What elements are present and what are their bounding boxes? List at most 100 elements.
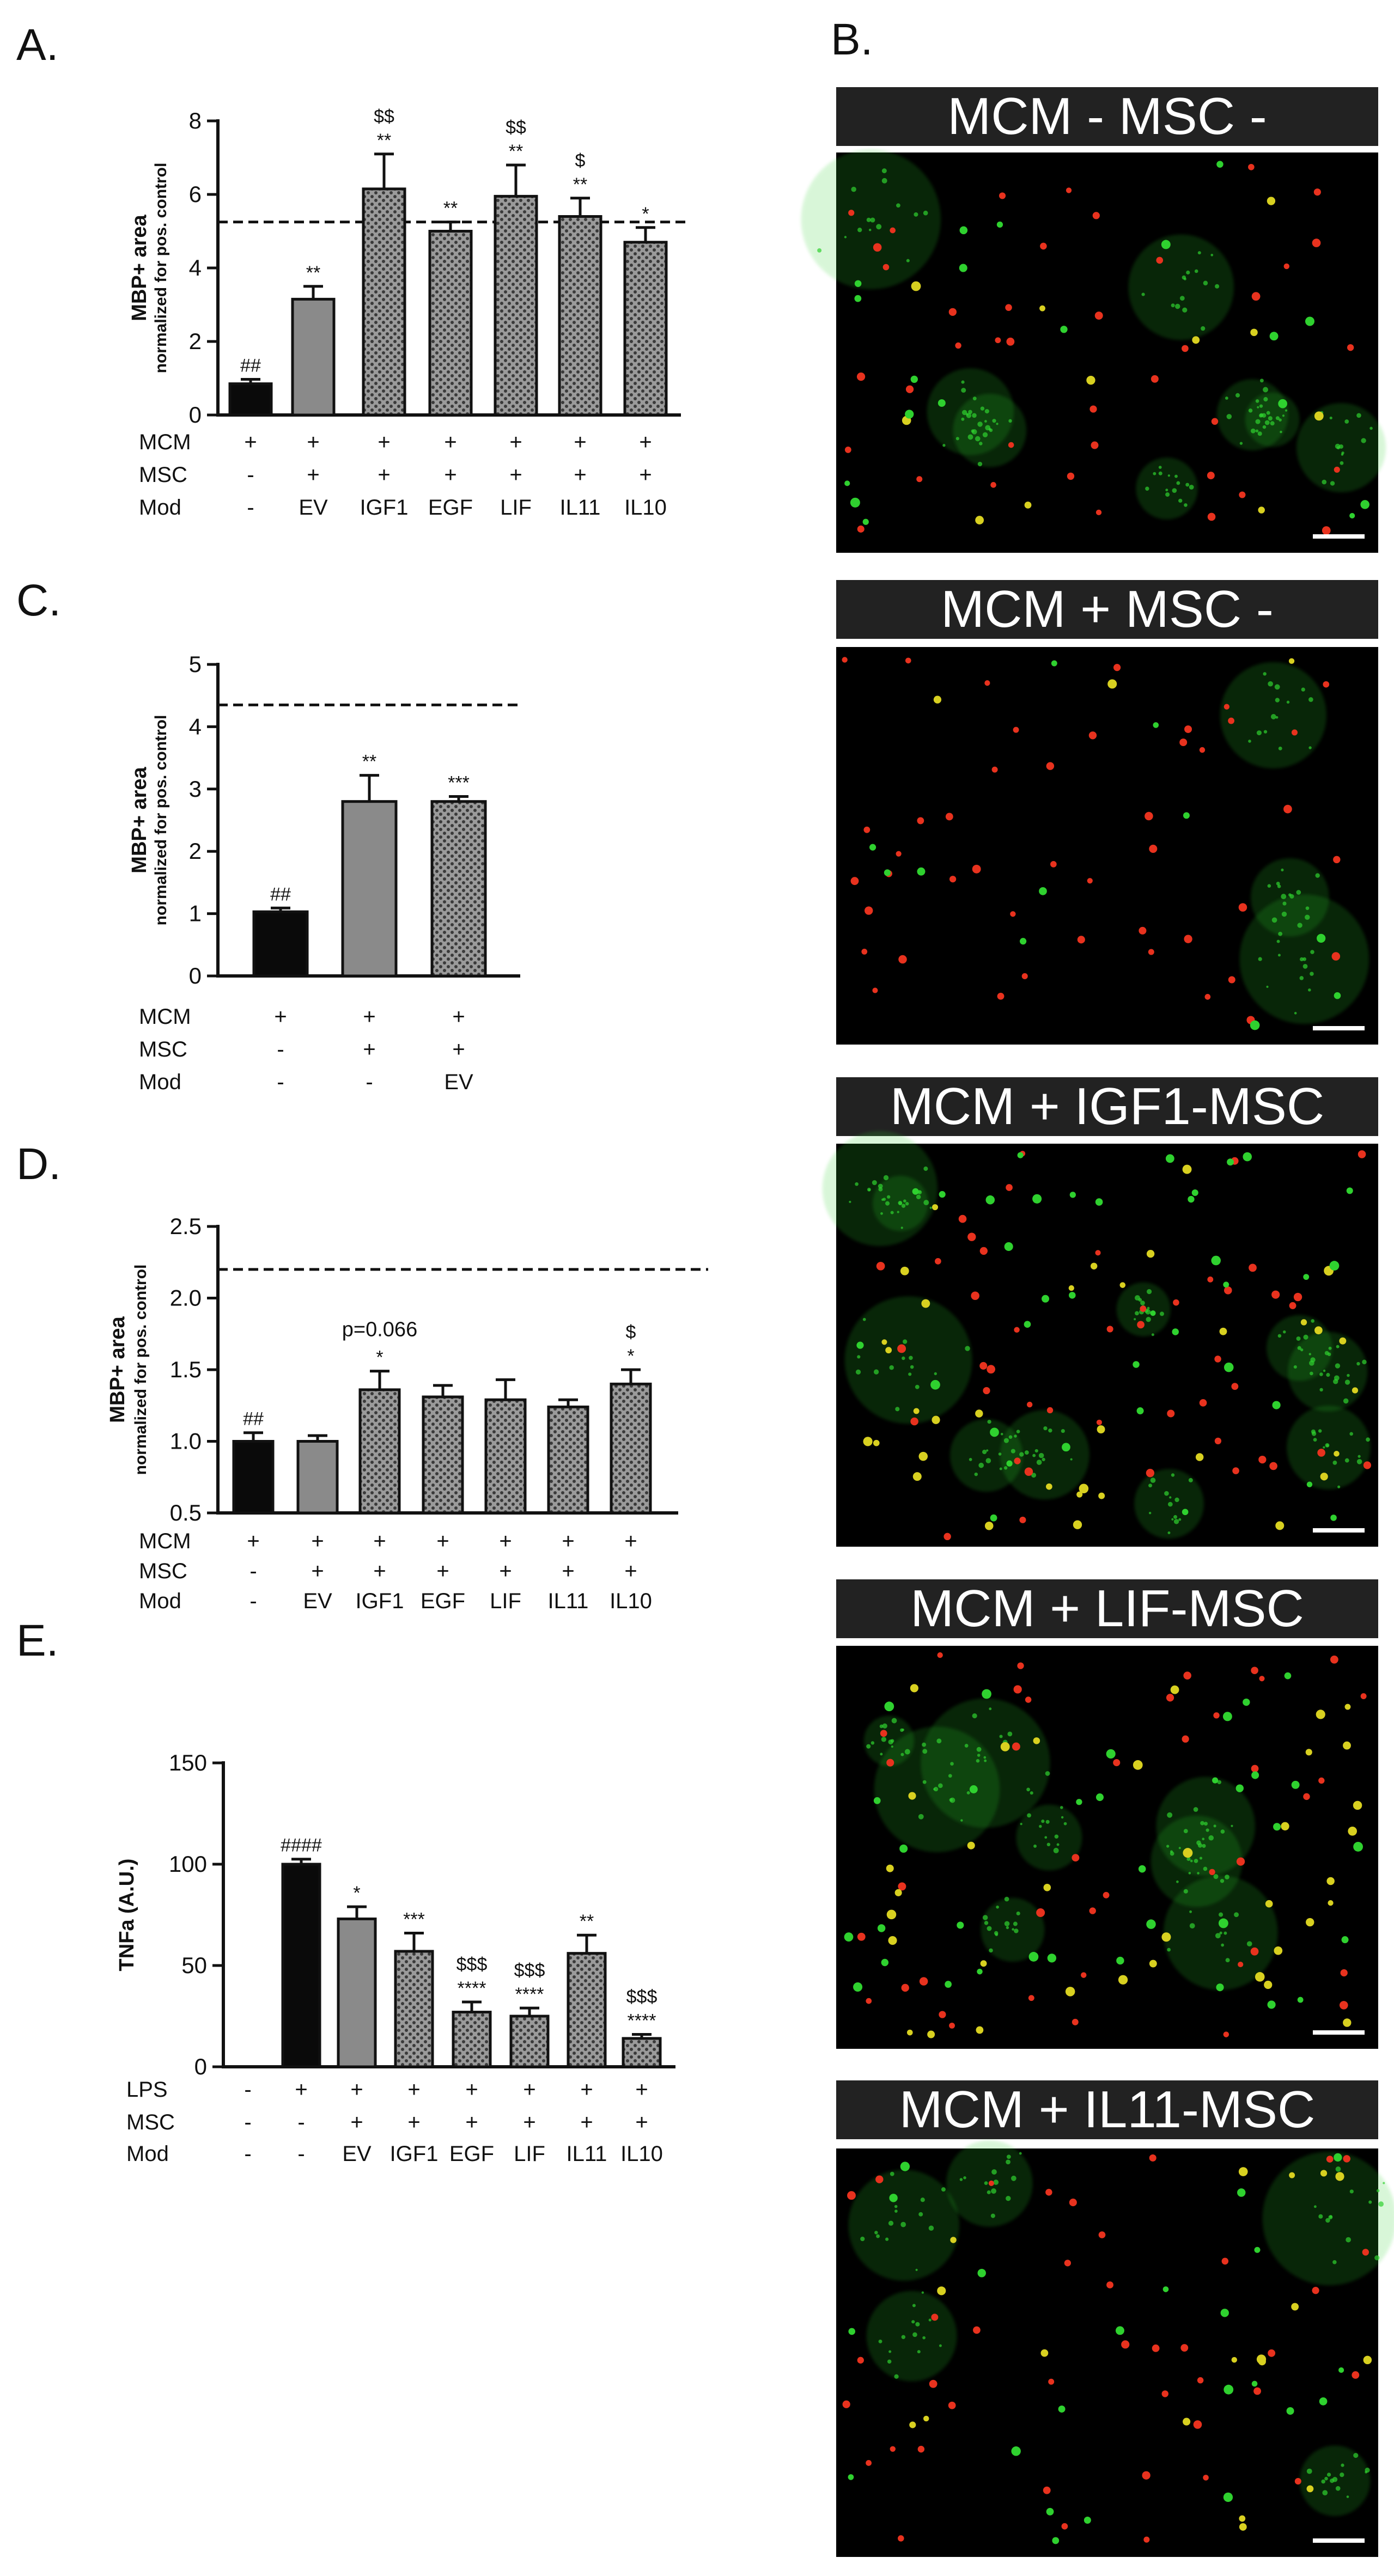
green-process	[960, 1819, 963, 1822]
y-tick-label: 4	[189, 713, 202, 739]
green-process	[1189, 1923, 1195, 1929]
green-process	[1164, 1491, 1169, 1496]
green-process	[1336, 1345, 1340, 1348]
green-process	[914, 212, 918, 217]
green-cell	[910, 1684, 918, 1693]
green-process	[1221, 1943, 1225, 1947]
green-process	[1263, 730, 1268, 734]
green-cell	[1119, 1282, 1126, 1288]
red-cell	[983, 1387, 990, 1395]
green-process	[1171, 1518, 1174, 1521]
significance-label: $$$	[456, 1954, 488, 1975]
y-tick-label: 50	[181, 1952, 207, 1978]
green-process	[1158, 466, 1162, 469]
y-tick-label: 2.0	[170, 1285, 202, 1311]
red-cell	[1008, 442, 1014, 448]
red-cell	[1113, 1759, 1121, 1767]
condition-row-label: LPS	[126, 2078, 168, 2102]
red-cell	[1182, 345, 1189, 352]
green-cell	[1106, 1749, 1116, 1759]
red-cell	[935, 1258, 941, 1265]
red-cell	[1028, 1995, 1034, 2001]
green-process	[934, 1372, 937, 1376]
green-process	[1197, 251, 1201, 255]
green-process	[1326, 1372, 1330, 1377]
red-cell	[1199, 1399, 1207, 1407]
red-cell	[1347, 344, 1354, 351]
green-process	[896, 203, 900, 208]
green-process	[1311, 1431, 1317, 1436]
green-process	[1259, 413, 1264, 417]
green-cell	[1339, 1337, 1347, 1345]
condition-value: EGF	[428, 496, 473, 520]
green-process	[1286, 700, 1290, 704]
green-process	[1362, 1359, 1367, 1365]
green-process	[1250, 428, 1256, 434]
y-axis-label: MBP+ area	[106, 1316, 129, 1423]
green-process	[1276, 881, 1280, 886]
green-process	[901, 2335, 906, 2339]
green-process	[889, 1365, 894, 1370]
condition-value: +	[580, 2078, 593, 2102]
green-process	[1056, 1843, 1060, 1846]
condition-value: +	[452, 1005, 465, 1029]
condition-value: IL10	[624, 496, 667, 520]
green-process	[1339, 444, 1343, 449]
condition-value: +	[295, 2078, 307, 2102]
red-cell	[1161, 2390, 1168, 2397]
red-cell	[937, 1652, 943, 1658]
green-cell	[906, 2029, 913, 2036]
green-cell	[1326, 1877, 1335, 1885]
green-process	[1281, 868, 1284, 872]
green-cell	[1274, 1946, 1283, 1955]
green-cell	[933, 695, 942, 704]
green-process	[1042, 1457, 1045, 1462]
red-cell	[1283, 263, 1290, 270]
green-process	[888, 2220, 894, 2226]
green-process	[1308, 988, 1311, 992]
green-process	[1217, 1780, 1221, 1785]
green-process	[1337, 1485, 1341, 1488]
green-process	[1173, 1519, 1179, 1524]
condition-value: +	[639, 430, 652, 454]
green-process	[1296, 890, 1301, 895]
green-cell	[1330, 1515, 1337, 1521]
condition-value: -	[244, 2110, 251, 2134]
green-process	[1263, 397, 1268, 402]
significance-label: *	[376, 1347, 383, 1368]
green-process	[1323, 1446, 1325, 1449]
green-process-cluster	[1136, 457, 1198, 520]
green-process	[1053, 1847, 1059, 1853]
red-cell	[979, 1362, 988, 1370]
green-process	[1270, 714, 1276, 719]
green-cell	[1223, 2492, 1233, 2502]
bar	[494, 194, 538, 417]
green-process	[1193, 1807, 1198, 1812]
red-cell	[1294, 2477, 1301, 2485]
condition-value: -	[244, 2142, 251, 2166]
green-cell	[977, 1968, 983, 1975]
condition-row-label: MSC	[139, 1037, 187, 1061]
green-process	[844, 236, 847, 239]
green-cell	[911, 281, 921, 291]
green-process	[928, 2318, 932, 2322]
red-cell	[1014, 1457, 1021, 1464]
red-cell	[1204, 994, 1211, 1000]
condition-value: -	[277, 1070, 284, 1094]
green-process	[1173, 1515, 1178, 1519]
green-process	[1308, 746, 1312, 749]
green-process	[984, 1921, 989, 1925]
condition-value: +	[436, 1529, 449, 1553]
green-cell	[1040, 2349, 1049, 2357]
red-cell	[949, 2022, 955, 2029]
green-process	[1153, 472, 1156, 475]
green-process	[1060, 1806, 1063, 1809]
significance-label: **	[377, 130, 391, 151]
green-process	[1326, 2473, 1331, 2477]
green-process	[1335, 2166, 1341, 2172]
green-process	[1147, 1289, 1152, 1295]
green-cell	[1068, 1285, 1074, 1291]
green-process	[939, 2344, 942, 2347]
green-process	[1054, 1834, 1059, 1839]
condition-value: +	[350, 2078, 363, 2102]
